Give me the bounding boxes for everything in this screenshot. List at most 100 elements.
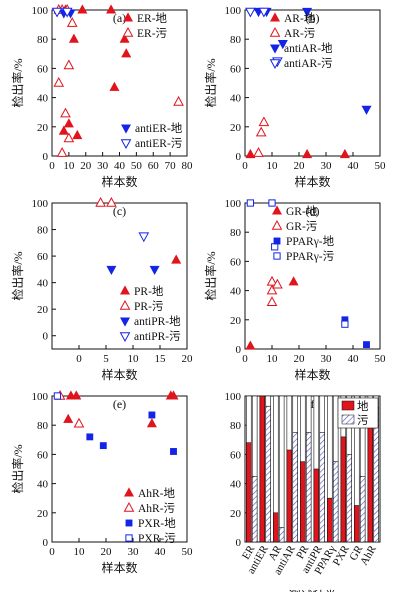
x-axis-label: 样本数 — [294, 367, 330, 382]
x-tick-label: 40 — [114, 160, 126, 172]
legend-label: antiAR-地 — [284, 42, 333, 55]
data-point — [246, 199, 255, 207]
data-point — [63, 132, 75, 143]
x-tick-label: 40 — [348, 160, 360, 172]
plot-frame — [244, 395, 381, 543]
legend-marker — [123, 487, 135, 497]
data-point — [72, 129, 83, 140]
legend-label: PPARγ-污 — [286, 250, 335, 263]
data-point — [99, 442, 107, 450]
bar-sewage — [292, 432, 298, 543]
data-point — [68, 33, 79, 43]
data-point — [255, 126, 267, 137]
data-point — [95, 196, 106, 207]
data-point — [173, 95, 184, 106]
data-point — [361, 105, 372, 115]
chart-panel-b: (b) 0 20 40 60 80 100 检出率/% 0 10 20 30 40 50 样本数 AR-地 AR… — [203, 5, 386, 189]
plot-frame — [51, 395, 188, 543]
legend-label: 地 — [357, 400, 369, 413]
data-point — [258, 116, 270, 127]
x-tick-label: 50 — [375, 353, 387, 365]
legend-marker — [273, 252, 281, 260]
x-tick-label: 50 — [182, 546, 194, 558]
data-point — [71, 390, 82, 400]
data-point — [106, 196, 117, 207]
y-axis-label: 检出率/% — [10, 251, 25, 300]
bar-sewage — [346, 454, 352, 543]
y-tick-label: 0 — [43, 331, 49, 343]
legend-marker — [122, 26, 134, 37]
legend-label: 污 — [357, 414, 369, 427]
y-tick-label: 80 — [37, 420, 49, 432]
bar-ground — [313, 468, 320, 543]
x-axis-label: 样本数 — [101, 367, 137, 382]
data-point — [170, 448, 177, 455]
x-tick-label: 10 — [267, 353, 279, 365]
y-tick-label: 0 — [236, 344, 242, 356]
legend-label: PR-地 — [134, 285, 164, 298]
data-point — [109, 81, 120, 91]
panel-label: (d) — [306, 204, 320, 218]
series-3 — [53, 392, 62, 400]
legend-label: ER-地 — [137, 12, 168, 25]
x-tick-label: 0 — [242, 353, 248, 365]
data-point — [302, 148, 313, 159]
chart-panel-c: (c) 0 20 40 60 80 100 检出率/% 0 5 10 15 20 样本数 PR-地 PR-污 a… — [10, 196, 193, 382]
y-tick-label: 0 — [43, 151, 49, 163]
legend-marker — [269, 59, 281, 70]
y-tick-label: 20 — [37, 122, 49, 134]
series-1 — [253, 116, 270, 157]
legend-marker — [119, 317, 131, 327]
legend-label: antiPR-地 — [134, 315, 181, 328]
bar-ground — [286, 449, 293, 543]
x-axis-label: 测试种类 — [288, 588, 336, 592]
y-tick-label: 80 — [230, 420, 242, 432]
x-tick-label: 0 — [49, 546, 55, 558]
y-axis-label: 检出率/% — [203, 251, 218, 300]
y-tick-label: 40 — [230, 479, 242, 491]
legend-marker — [122, 12, 134, 22]
legend-label: ER-污 — [137, 27, 168, 40]
x-tick-label: 50 — [131, 160, 143, 172]
y-tick-label: 0 — [43, 537, 49, 549]
data-point — [106, 4, 117, 14]
data-point — [58, 125, 69, 135]
bar-ground — [246, 442, 252, 543]
data-point — [60, 107, 71, 118]
x-tick-label: 10 — [63, 160, 75, 172]
series-0 — [245, 276, 299, 350]
data-point — [277, 40, 288, 50]
data-point — [245, 148, 256, 159]
chart-panel-f: (f)020406080100ERantiERARantiARPRantiPRP… — [225, 391, 381, 592]
data-point — [245, 7, 256, 18]
data-point — [63, 413, 74, 423]
y-axis-label: 检出率/% — [10, 444, 25, 493]
panel-label: (a) — [113, 11, 126, 25]
data-point — [266, 296, 278, 307]
data-point — [77, 4, 88, 14]
x-tick-label: 80 — [182, 160, 194, 172]
legend-label: GR-地 — [286, 205, 318, 218]
bar-sewage — [278, 527, 285, 543]
legend-label: AhR-地 — [138, 487, 176, 500]
legend-marker — [120, 139, 132, 150]
y-tick-label: 40 — [37, 479, 49, 491]
series-0 — [171, 254, 182, 264]
legend-marker — [125, 519, 133, 527]
y-tick-label: 100 — [225, 391, 242, 403]
x-tick-label: 50 — [375, 160, 387, 172]
y-tick-label: 20 — [230, 315, 242, 327]
data-point — [271, 243, 279, 251]
series-0 — [245, 148, 350, 159]
bar-sewage — [332, 461, 339, 543]
bar-sewage — [319, 432, 325, 543]
x-tick-label: 40 — [348, 353, 360, 365]
y-tick-label: 80 — [37, 225, 49, 237]
y-tick-label: 100 — [225, 198, 242, 210]
y-tick-label: 60 — [230, 63, 242, 75]
data-point — [63, 59, 75, 70]
bar-sewage — [265, 405, 271, 543]
y-tick-label: 40 — [230, 93, 242, 105]
chart-panel-a: (a) 0 20 40 60 80 100 检出率/% 0 10 20 30 40 50 60 70 80 样本数… — [10, 3, 194, 189]
